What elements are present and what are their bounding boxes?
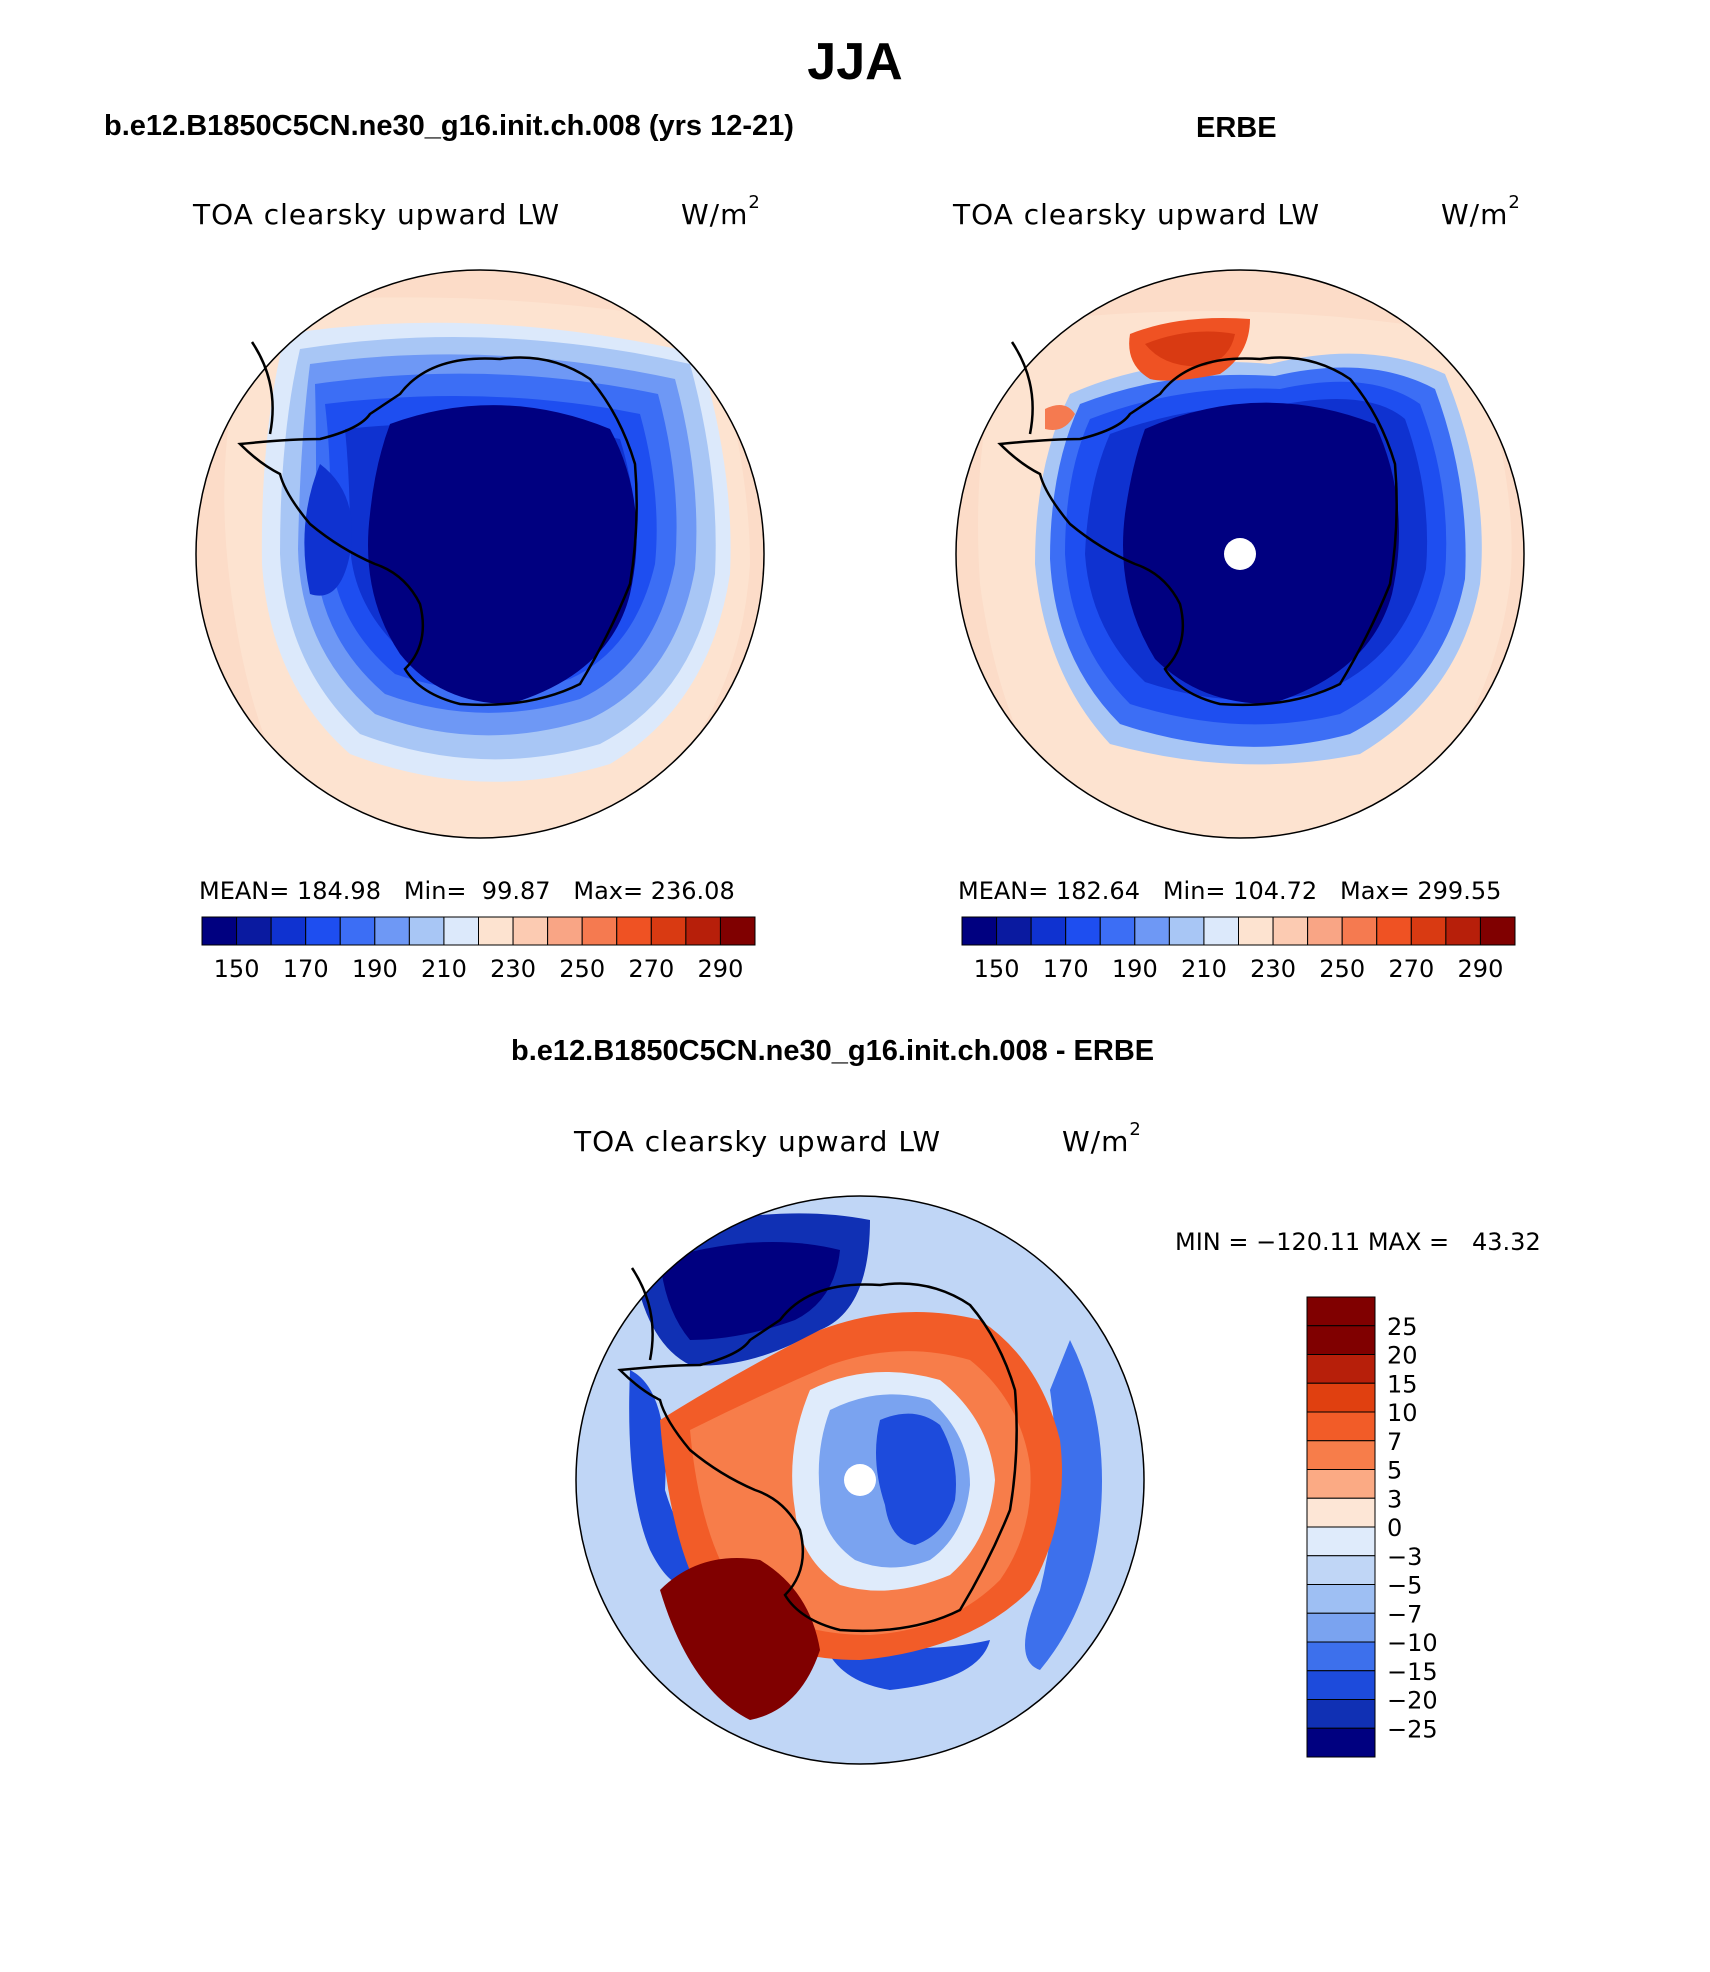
obs-colorbar-swatch — [996, 916, 1032, 946]
model-colorbar-tick-label: 250 — [559, 955, 605, 983]
model-stats: MEAN= 184.98 Min= 99.87 Max= 236.08 — [199, 877, 735, 905]
diff-colorbar-tick-label: 10 — [1387, 1399, 1418, 1427]
diff-colorbar-tick-label: 3 — [1387, 1485, 1402, 1513]
model-colorbar-swatch — [236, 916, 272, 946]
model-colorbar-swatch — [719, 916, 756, 946]
diff-colorbar-swatch — [1306, 1497, 1376, 1528]
diff-colorbar-swatch — [1306, 1584, 1376, 1614]
obs-colorbar-swatch — [1030, 916, 1067, 946]
obs-colorbar-tick-label: 210 — [1181, 955, 1227, 983]
diff-colorbar-tick-label: −20 — [1387, 1687, 1438, 1715]
diff-colorbar-swatch — [1306, 1727, 1376, 1758]
obs-colorbar-swatch — [1272, 916, 1309, 946]
diff-colorbar-swatch — [1306, 1440, 1376, 1470]
model-units-label: W/m2 — [681, 192, 761, 231]
diff-units-label: W/m2 — [1062, 1119, 1142, 1158]
model-colorbar-tick-label: 210 — [421, 955, 467, 983]
obs-colorbar: 150 170 190 210 230 250 270 290 — [961, 916, 1516, 983]
diff-colorbar-tick-label: −5 — [1387, 1572, 1422, 1600]
diff-colorbar-swatch — [1306, 1411, 1376, 1442]
diff-polar-map — [575, 1195, 1145, 1765]
model-colorbar-swatch — [616, 916, 652, 946]
obs-colorbar-swatch — [1376, 916, 1412, 946]
obs-colorbar-swatch — [1203, 916, 1239, 946]
diff-colorbar-swatch — [1306, 1612, 1376, 1643]
model-colorbar-swatch — [547, 916, 583, 946]
model-colorbar-swatch — [478, 916, 514, 946]
diff-colorbar-swatch — [1306, 1699, 1376, 1729]
model-variable-label: TOA clearsky upward LW — [193, 198, 561, 231]
diff-colorbar-tick-label: 0 — [1387, 1514, 1402, 1542]
diff-colorbar-tick-label: 25 — [1387, 1313, 1418, 1341]
obs-colorbar-swatch — [1341, 916, 1378, 946]
model-colorbar-swatch — [374, 916, 410, 946]
diff-colorbar-swatch — [1306, 1354, 1376, 1384]
diff-minmax: MIN = −120.11 MAX = 43.32 — [1175, 1228, 1541, 1256]
figure-title: JJA — [807, 33, 903, 91]
model-colorbar-swatch — [339, 916, 376, 946]
model-colorbar-swatch — [305, 916, 341, 946]
obs-colorbar-swatch — [1065, 916, 1101, 946]
diff-colorbar-tick-label: −15 — [1387, 1658, 1438, 1686]
diff-colorbar-swatch — [1306, 1382, 1376, 1413]
diff-colorbar-tick-label: −10 — [1387, 1629, 1438, 1657]
obs-colorbar-swatch — [1479, 916, 1516, 946]
obs-colorbar-tick-label: 230 — [1250, 955, 1296, 983]
diff-panel-title: b.e12.B1850C5CN.ne30_g16.init.ch.008 - E… — [511, 1035, 1155, 1067]
diff-colorbar-swatch — [1306, 1526, 1376, 1557]
obs-colorbar-swatch — [1307, 916, 1343, 946]
diff-colorbar-swatch — [1306, 1641, 1376, 1672]
model-colorbar-tick-label: 190 — [352, 955, 398, 983]
model-colorbar-tick-label: 170 — [283, 955, 329, 983]
obs-colorbar-swatch — [1168, 916, 1205, 946]
diff-colorbar-swatch — [1306, 1296, 1376, 1327]
obs-colorbar-tick-label: 270 — [1388, 955, 1434, 983]
obs-colorbar-tick-label: 170 — [1043, 955, 1089, 983]
diff-colorbar-swatch — [1306, 1555, 1376, 1585]
diff-colorbar-swatch — [1306, 1469, 1376, 1499]
obs-stats: MEAN= 182.64 Min= 104.72 Max= 299.55 — [958, 877, 1502, 905]
model-colorbar-swatch — [512, 916, 549, 946]
obs-colorbar-swatch — [1445, 916, 1481, 946]
obs-colorbar-tick-label: 290 — [1458, 955, 1504, 983]
diff-colorbar-tick-label: −3 — [1387, 1543, 1422, 1571]
obs-colorbar-tick-label: 250 — [1319, 955, 1365, 983]
obs-colorbar-swatch — [1410, 916, 1447, 946]
obs-polar-map — [955, 269, 1525, 839]
model-colorbar-swatch — [685, 916, 721, 946]
diff-colorbar-tick-label: 7 — [1387, 1428, 1402, 1456]
obs-colorbar-swatch — [1238, 916, 1274, 946]
obs-colorbar-swatch — [1134, 916, 1170, 946]
diff-variable-label: TOA clearsky upward LW — [574, 1125, 942, 1158]
model-colorbar-swatch — [270, 916, 307, 946]
obs-colorbar-swatch — [961, 916, 998, 946]
obs-colorbar-swatch — [1099, 916, 1136, 946]
obs-units-label: W/m2 — [1441, 192, 1521, 231]
model-colorbar: 150 170 190 210 230 250 270 290 — [201, 916, 756, 983]
model-colorbar-swatch — [201, 916, 238, 946]
diff-colorbar-tick-label: 5 — [1387, 1457, 1402, 1485]
model-polar-map — [195, 269, 765, 839]
obs-colorbar-tick-label: 150 — [974, 955, 1020, 983]
diff-colorbar-swatch — [1306, 1325, 1376, 1355]
model-panel-title: b.e12.B1850C5CN.ne30_g16.init.ch.008 (yr… — [104, 110, 794, 142]
diff-colorbar-tick-label: −7 — [1387, 1600, 1422, 1628]
obs-variable-label: TOA clearsky upward LW — [953, 198, 1321, 231]
model-colorbar-swatch — [650, 916, 687, 946]
model-colorbar-swatch — [581, 916, 618, 946]
model-colorbar-tick-label: 270 — [628, 955, 674, 983]
diff-colorbar-swatch — [1306, 1670, 1376, 1700]
model-colorbar-tick-label: 230 — [490, 955, 536, 983]
obs-panel-title: ERBE — [1196, 112, 1277, 144]
diff-colorbar-tick-label: 20 — [1387, 1342, 1418, 1370]
model-colorbar-tick-label: 290 — [698, 955, 744, 983]
model-colorbar-swatch — [408, 916, 445, 946]
model-colorbar-swatch — [443, 916, 479, 946]
diff-colorbar-tick-label: 15 — [1387, 1370, 1418, 1398]
obs-colorbar-tick-label: 190 — [1112, 955, 1158, 983]
diff-colorbar-tick-label: −25 — [1387, 1715, 1438, 1743]
model-colorbar-tick-label: 150 — [214, 955, 260, 983]
